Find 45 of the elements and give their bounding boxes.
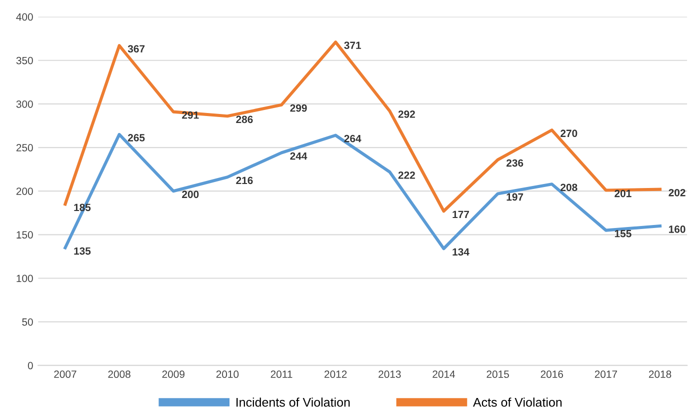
x-tick-label: 2013 [378, 370, 401, 378]
data-label: 270 [560, 130, 578, 138]
x-tick-label: 2007 [54, 370, 76, 378]
legend-label: Incidents of Violation [236, 398, 350, 407]
data-label: 292 [398, 110, 415, 118]
data-label: 134 [452, 248, 470, 256]
data-label: 236 [506, 159, 524, 167]
data-label: 371 [344, 42, 361, 50]
data-label: 244 [290, 152, 308, 160]
data-label: 367 [128, 45, 145, 53]
data-label: 135 [74, 247, 91, 255]
y-tick-label: 300 [16, 100, 33, 108]
y-tick-label: 100 [16, 274, 33, 282]
y-tick-label: 350 [16, 56, 33, 64]
data-label: 200 [182, 190, 199, 198]
x-tick-label: 2016 [540, 370, 564, 378]
data-label: 286 [236, 116, 253, 124]
data-label: 197 [506, 193, 524, 201]
y-tick-label: 250 [16, 144, 33, 152]
data-label: 265 [128, 134, 145, 142]
y-tick-label: 150 [16, 231, 33, 239]
data-label: 264 [344, 134, 362, 142]
x-tick-label: 2014 [432, 370, 456, 378]
data-label: 222 [398, 172, 415, 179]
y-tick-label: 200 [16, 188, 33, 195]
x-tick-label: 2008 [108, 370, 130, 378]
y-tick-label: 400 [16, 13, 33, 21]
x-tick-label: 2010 [216, 370, 239, 378]
x-tick-label: 2012 [324, 370, 347, 378]
data-label: 177 [452, 210, 469, 218]
x-tick-label: 2015 [486, 370, 509, 378]
data-label: 208 [560, 184, 578, 192]
x-tick-label: 2017 [594, 370, 618, 378]
data-label: 299 [290, 104, 307, 112]
y-tick-label: 0 [28, 362, 33, 370]
data-label: 202 [668, 188, 686, 196]
data-label: 155 [614, 230, 632, 238]
x-tick-label: 2018 [648, 370, 672, 378]
data-label: 201 [614, 190, 632, 198]
legend-label: Acts of Violation [473, 398, 562, 407]
data-label: 216 [236, 176, 253, 184]
data-label: 160 [669, 226, 686, 233]
y-tick-label: 50 [22, 318, 33, 326]
x-tick-label: 2011 [270, 370, 292, 378]
x-tick-label: 2009 [162, 370, 184, 378]
